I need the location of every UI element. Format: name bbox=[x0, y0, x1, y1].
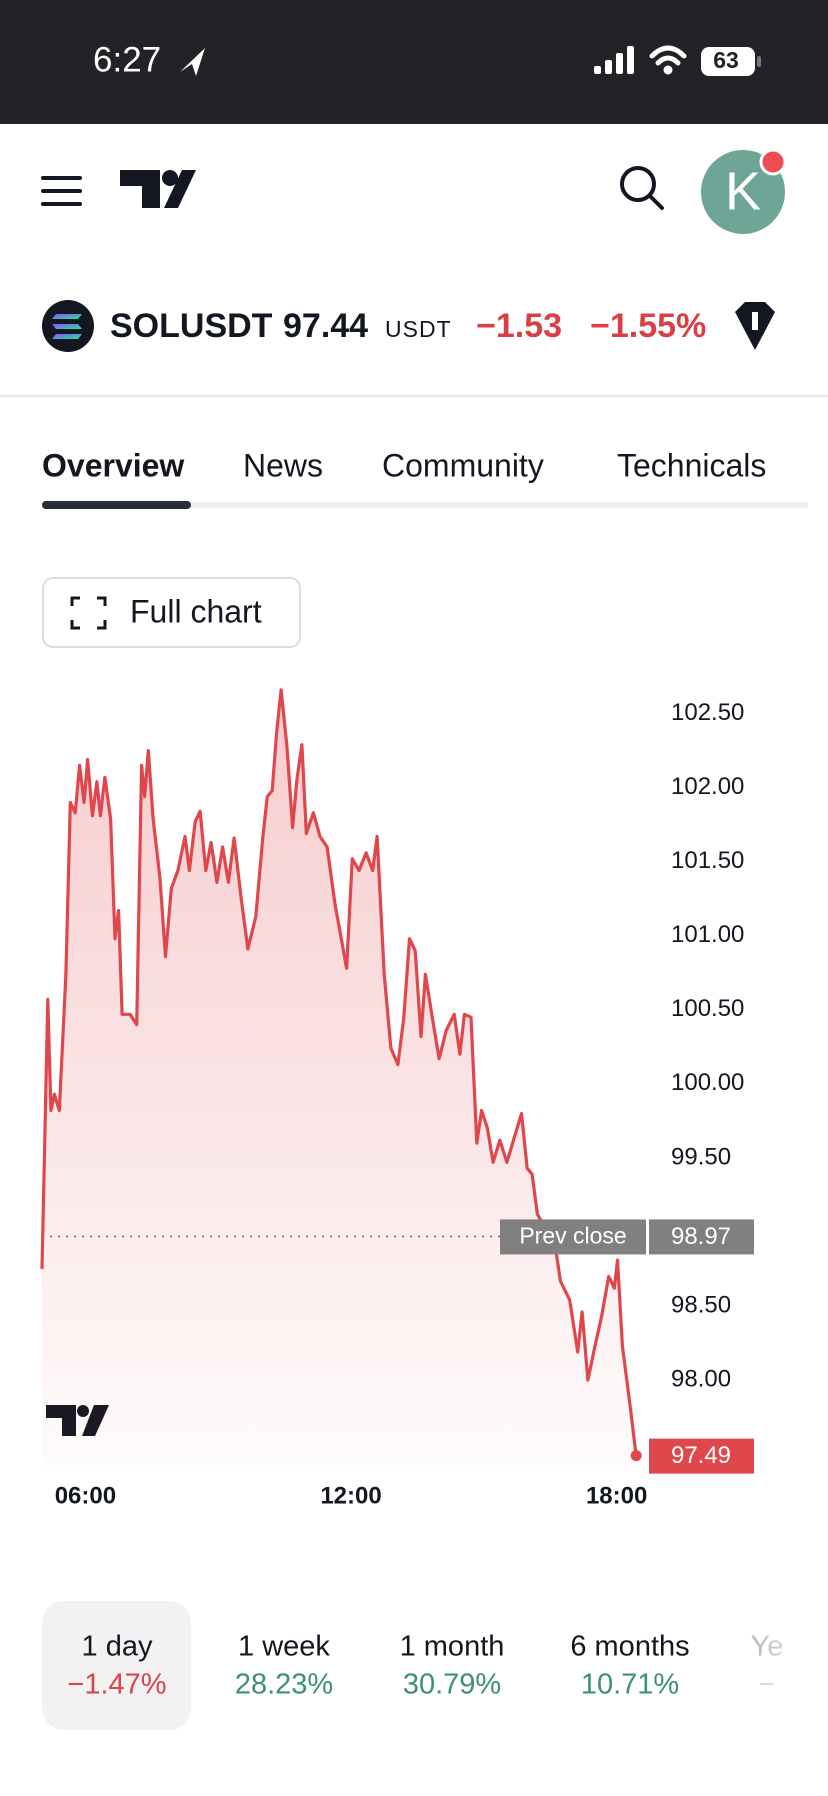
symbol-currency: USDT bbox=[385, 316, 452, 342]
tab[interactable]: Technicals bbox=[617, 447, 766, 483]
prev-close-value-tag bbox=[649, 1219, 754, 1255]
symbol-change: −1.53 bbox=[476, 307, 562, 345]
scroll-fade bbox=[715, 1590, 828, 1740]
prev-close-value: 98.97 bbox=[671, 1223, 731, 1250]
period-change: −1.47% bbox=[67, 1669, 166, 1701]
last-price-label: 97.49 bbox=[671, 1442, 731, 1469]
tradingview-logo[interactable] bbox=[120, 170, 196, 208]
search-button[interactable] bbox=[620, 166, 664, 210]
y-tick-label: 98.50 bbox=[671, 1291, 731, 1318]
full-chart-label: Full chart bbox=[130, 593, 262, 629]
prev-close-tag bbox=[500, 1219, 646, 1255]
x-tick-label: 18:00 bbox=[586, 1482, 647, 1509]
period-label[interactable]: 6 months bbox=[570, 1631, 689, 1663]
tab-indicator bbox=[42, 501, 191, 509]
period-label[interactable]: 1 day bbox=[82, 1631, 153, 1663]
chart: 98.0098.5099.0099.50100.00100.50101.0010… bbox=[40, 688, 754, 1509]
period-selected bbox=[42, 1601, 191, 1730]
menu-button[interactable] bbox=[41, 176, 82, 206]
y-tick-label: 102.50 bbox=[671, 699, 744, 726]
y-tick-label: 100.00 bbox=[671, 1069, 744, 1096]
period-change: 30.79% bbox=[403, 1669, 501, 1701]
battery-level: 63 bbox=[713, 47, 739, 73]
period-change: 28.23% bbox=[235, 1669, 333, 1701]
battery-tip bbox=[757, 56, 761, 67]
full-chart-button[interactable]: Full chart bbox=[42, 577, 301, 648]
signal-icon bbox=[594, 46, 634, 74]
y-tick-label: 102.00 bbox=[671, 773, 744, 800]
symbol-price: 97.44 bbox=[283, 307, 368, 345]
period-change: 10.71% bbox=[581, 1669, 679, 1701]
symbol-change-percent: −1.55% bbox=[590, 307, 706, 345]
wifi-icon bbox=[649, 45, 687, 75]
y-tick-label: 101.00 bbox=[671, 921, 744, 948]
x-tick-label: 06:00 bbox=[55, 1482, 116, 1509]
y-tick-label: 99.50 bbox=[671, 1143, 731, 1170]
status-time: 6:27 bbox=[93, 40, 161, 79]
notification-dot bbox=[759, 148, 787, 176]
tab[interactable]: Overview bbox=[42, 447, 184, 483]
price-area bbox=[42, 689, 637, 1466]
avatar-letter: K bbox=[725, 161, 761, 221]
price-line bbox=[40, 688, 638, 1456]
y-tick-label: 98.00 bbox=[671, 1365, 731, 1392]
symbol-logo-mark bbox=[52, 314, 82, 339]
alert-button[interactable] bbox=[735, 302, 775, 350]
y-tick-label: 100.50 bbox=[671, 995, 744, 1022]
status-bar bbox=[0, 0, 828, 124]
period-label[interactable]: 1 month bbox=[400, 1631, 505, 1663]
symbol-ticker: SOLUSDT bbox=[110, 307, 273, 345]
battery bbox=[701, 47, 755, 76]
y-tick-label: 101.50 bbox=[671, 847, 744, 874]
tab-track bbox=[42, 502, 808, 508]
x-tick-label: 12:00 bbox=[320, 1482, 381, 1509]
tab[interactable]: News bbox=[243, 447, 323, 483]
last-price-tag bbox=[649, 1438, 754, 1474]
tab[interactable]: Community bbox=[382, 447, 544, 483]
prev-close-label: Prev close bbox=[519, 1223, 626, 1249]
last-point bbox=[630, 1450, 642, 1462]
location-icon bbox=[180, 48, 205, 76]
period-label[interactable]: 1 week bbox=[238, 1631, 330, 1663]
